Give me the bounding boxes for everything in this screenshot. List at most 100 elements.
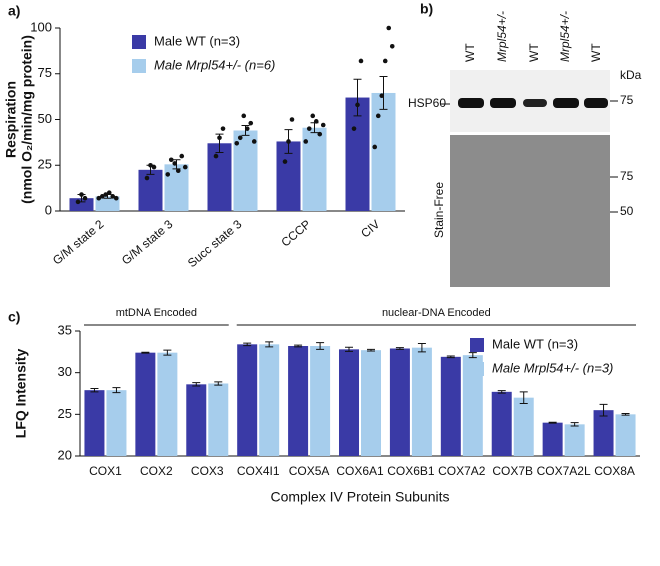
data-point — [303, 139, 309, 144]
bar — [615, 414, 636, 456]
error-bar — [103, 194, 112, 199]
protein-label: HSP60 — [408, 96, 446, 110]
data-point — [379, 93, 385, 99]
legend-label: Male WT (n=3) — [492, 336, 578, 351]
error-bar — [446, 355, 455, 359]
error-bar — [112, 387, 121, 394]
bar — [513, 397, 534, 456]
x-tick-label: G/M state 2 — [50, 217, 107, 268]
data-point — [389, 44, 395, 49]
x-tick-label: COX4I1 — [237, 464, 280, 478]
marker: 75 — [620, 93, 634, 107]
group-label: nuclear-DNA Encoded — [382, 307, 491, 319]
panel-label: c) — [8, 309, 20, 325]
data-point — [248, 120, 254, 126]
panel-label: a) — [8, 3, 20, 19]
data-point — [310, 113, 316, 119]
data-point — [241, 113, 247, 119]
x-tick-label: COX1 — [89, 464, 122, 478]
bar — [593, 410, 614, 456]
y-tick-label: 100 — [30, 19, 52, 34]
data-point — [234, 140, 240, 146]
y-tick-label: 35 — [58, 322, 72, 337]
data-point — [144, 175, 150, 181]
y-axis-label: Respiration — [3, 81, 19, 158]
legend-label: Male Mrpl54+/- (n=6) — [154, 57, 275, 72]
data-point — [351, 126, 357, 131]
bar — [157, 352, 178, 456]
blot-lower — [450, 135, 610, 287]
band — [584, 98, 608, 108]
bar — [339, 349, 359, 456]
x-axis-label: Complex IV Protein Subunits — [271, 489, 450, 505]
data-point — [237, 135, 243, 141]
error-bar — [468, 352, 477, 359]
error-bar — [284, 129, 293, 154]
data-point — [82, 195, 88, 201]
data-point — [306, 126, 312, 131]
data-point — [172, 161, 178, 166]
legend-label: Male WT (n=3) — [154, 33, 240, 48]
bar — [95, 196, 120, 211]
bar — [440, 356, 461, 456]
bar — [138, 169, 163, 211]
data-point — [382, 58, 388, 64]
data-point — [358, 58, 364, 64]
bar — [106, 390, 127, 456]
data-point — [320, 122, 326, 128]
error-bar — [265, 341, 274, 348]
lane-label: Mrpl54+/- — [495, 11, 509, 62]
data-point — [99, 194, 105, 199]
error-bar — [519, 391, 528, 404]
unit: kDa — [620, 68, 642, 82]
bar — [542, 422, 563, 456]
data-point — [151, 164, 157, 170]
error-bar — [497, 390, 506, 394]
x-tick-label: COX7B — [492, 464, 533, 478]
lane-label: WT — [527, 43, 541, 62]
error-bar — [172, 159, 181, 170]
data-point — [106, 190, 112, 195]
legend-swatch — [470, 362, 484, 376]
error-bar — [243, 342, 252, 347]
error-bar — [353, 78, 362, 117]
bar — [84, 390, 105, 456]
data-point — [96, 195, 102, 201]
band — [523, 99, 547, 107]
loading-label: Stain-Free — [432, 182, 446, 238]
data-point — [372, 144, 378, 150]
y-tick-label: 20 — [58, 447, 72, 462]
data-point — [165, 172, 171, 177]
error-bar — [310, 122, 319, 134]
error-bar — [570, 422, 579, 427]
x-tick-label: COX6A1 — [336, 464, 384, 478]
error-bar — [345, 346, 353, 352]
error-bar — [214, 381, 223, 386]
error-bar — [417, 343, 426, 353]
data-point — [179, 153, 185, 159]
legend-label: Male Mrpl54+/- (n=3) — [492, 360, 613, 375]
bar — [186, 384, 207, 456]
legend-swatch — [470, 338, 484, 352]
error-bar — [90, 388, 99, 393]
error-bar — [548, 421, 557, 424]
y-axis-label: LFQ Intensity — [13, 349, 29, 439]
error-bar — [192, 382, 201, 387]
data-point — [213, 153, 219, 159]
error-bar — [163, 349, 172, 356]
y-tick-label: 25 — [58, 406, 72, 421]
data-point — [251, 139, 257, 144]
x-tick-label: COX8A — [594, 464, 635, 478]
error-bar — [316, 342, 325, 350]
data-point — [175, 168, 181, 174]
bar — [371, 92, 396, 211]
group-label: mtDNA Encoded — [116, 307, 197, 319]
y-tick-label: 50 — [38, 111, 52, 126]
y-tick-label: 75 — [38, 65, 52, 80]
blot-panel: b) kDa HSP60 75 75 50 Stain-Free WT Mrpl… — [408, 1, 642, 287]
data-point — [113, 195, 119, 201]
bar — [237, 344, 258, 456]
band — [553, 98, 579, 108]
bar — [345, 97, 370, 211]
